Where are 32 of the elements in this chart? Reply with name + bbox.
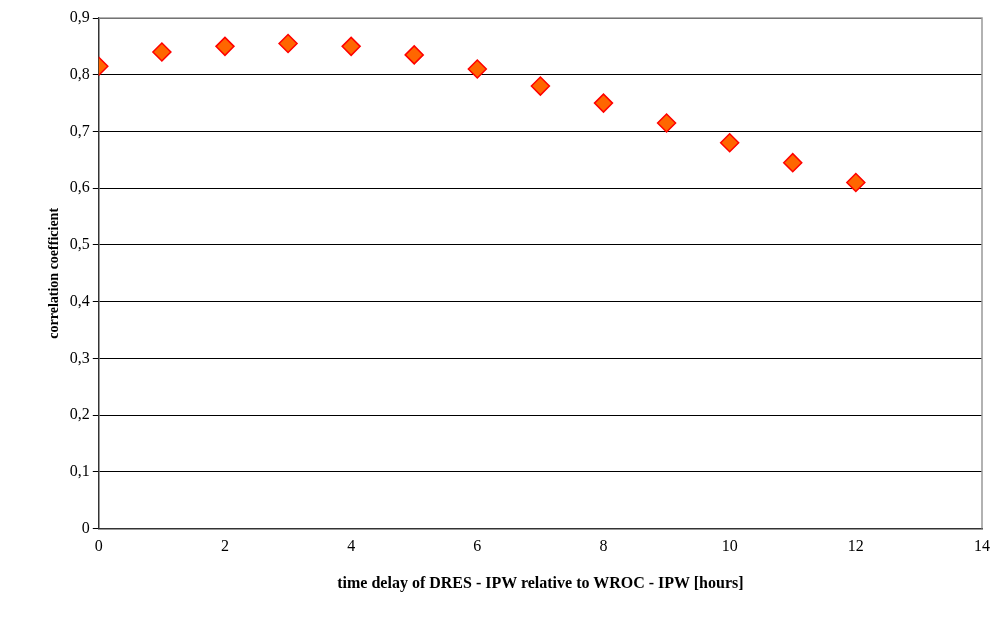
x-tick-label: 4 [347,537,356,555]
point [593,93,614,113]
point [782,152,803,173]
y-tick-label: 0,6 [69,178,90,196]
x-tick-label: 2 [220,537,229,555]
y-tick-label: 0,4 [69,291,90,309]
x-tick-label: 8 [599,537,608,555]
point [341,36,361,57]
y-tick-label: 0,7 [69,121,90,139]
y-axis-title: correlation coefficient [46,207,62,339]
x-tick-label: 14 [974,537,990,555]
point [404,45,424,65]
point [278,33,298,54]
y-tick-label: 0,5 [69,235,90,253]
point [530,76,551,96]
point [152,42,172,62]
x-tick-label: 10 [721,537,738,555]
y-tick-label: 0,1 [69,462,90,480]
x-axis-title: time delay of DRES - IPW relative to WROC - IPW [hours] [337,573,744,592]
y-tick-label: 0,8 [69,64,90,82]
y-tick-label: 0 [81,518,90,536]
y-tick-label: 0,2 [69,405,90,423]
y-tick-label: 0,3 [69,348,90,366]
y-tick-label: 0,9 [69,8,90,26]
x-tick-label: 0 [94,537,103,555]
point [846,172,866,193]
x-tick-label: 6 [473,537,482,555]
point [215,36,235,57]
point [467,59,488,79]
point [719,133,740,153]
point [656,113,677,133]
x-tick-label: 12 [847,537,864,555]
